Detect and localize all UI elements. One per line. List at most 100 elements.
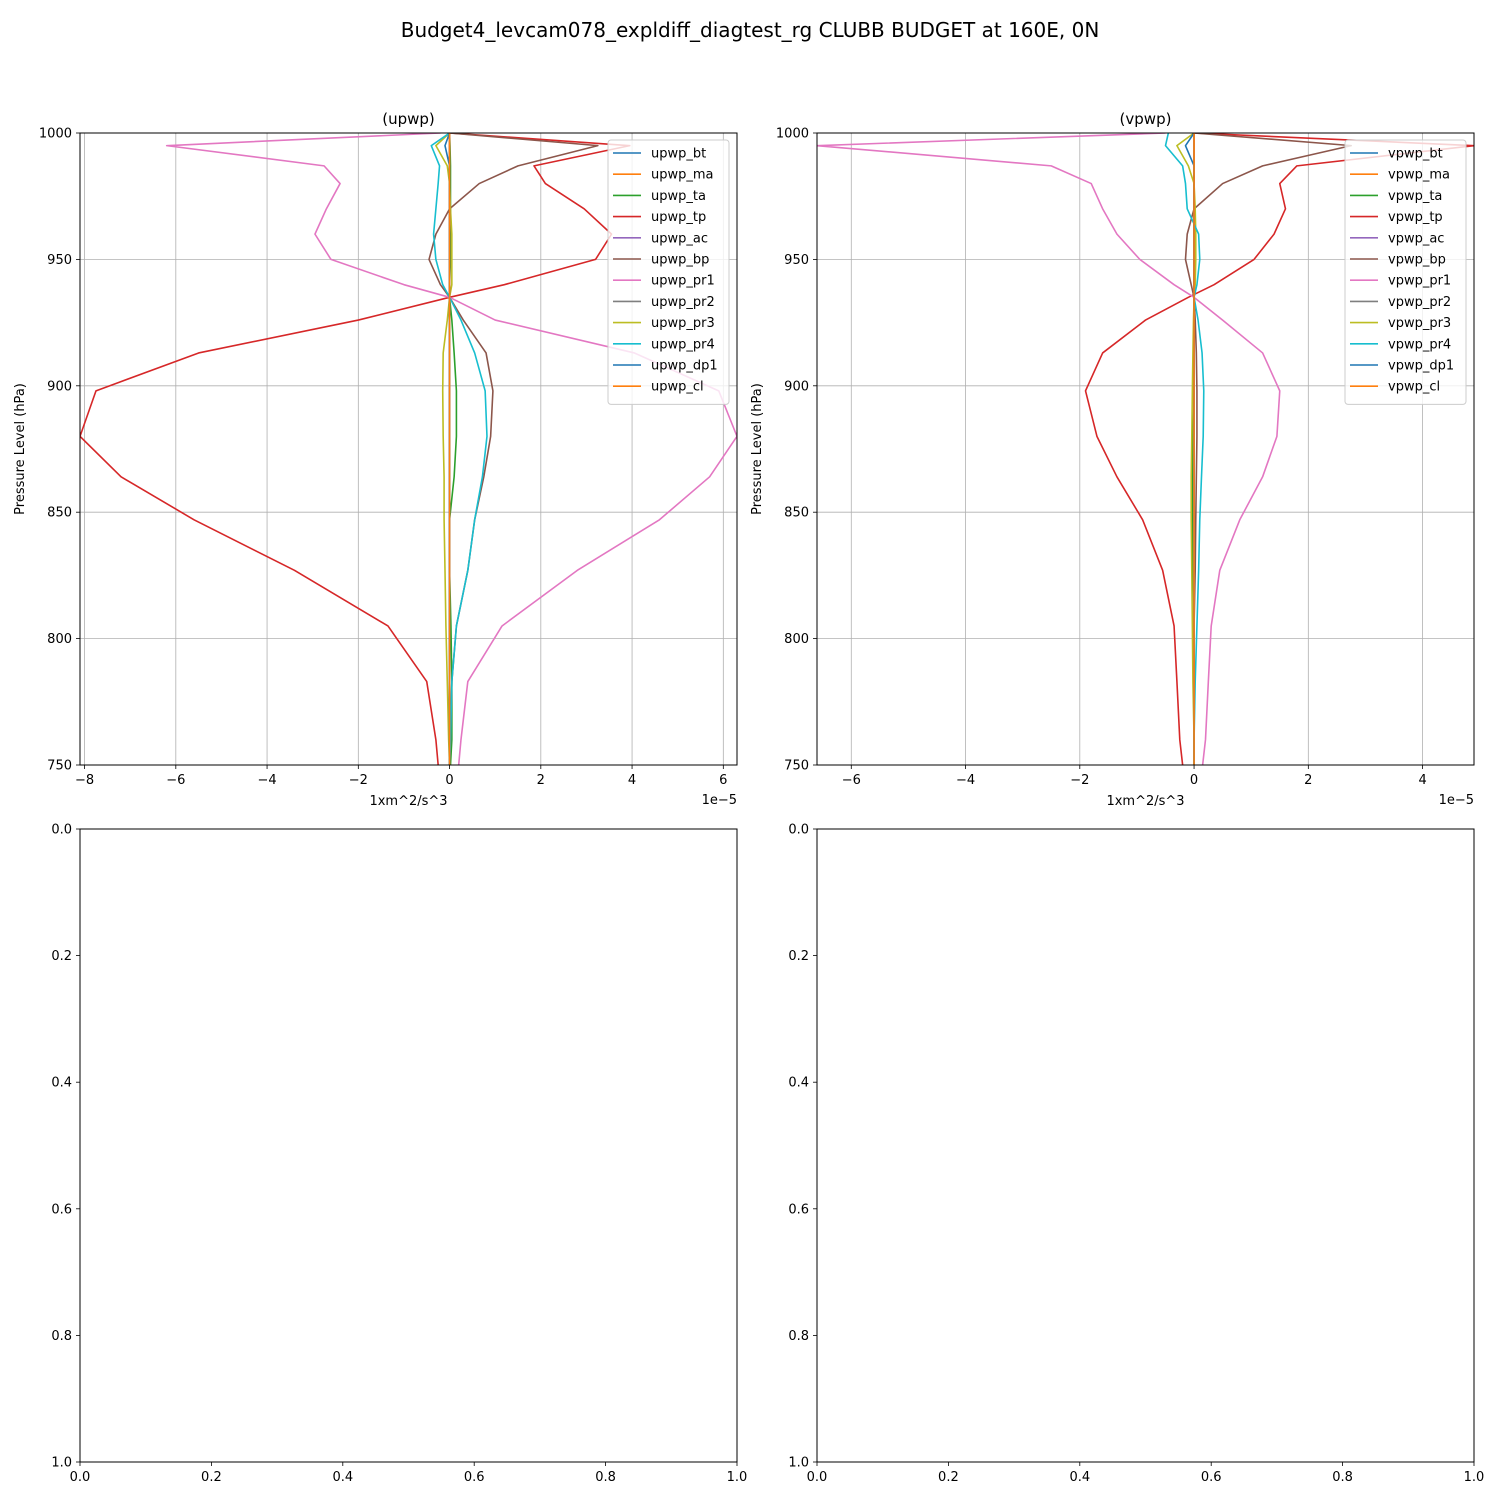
vpwp-xtick-label-1: −4 xyxy=(956,773,975,788)
figure-suptitle: Budget4_levcam078_expldiff_diagtest_rg C… xyxy=(401,18,1100,42)
upwp-frame xyxy=(79,132,738,766)
vpwp-frame xyxy=(816,132,1475,766)
upwp-panel: −8 −6 −4 −2 0 2 4 6 750 800 850 900 950 1000 (upwp) 1xm… xyxy=(13,110,738,809)
vpwp-offset-text: 1e−5 xyxy=(1439,793,1474,808)
empty-bl-frame xyxy=(79,828,738,1463)
legend-label-vpwp_bt: vpwp_bt xyxy=(1388,147,1443,162)
empty-br-ytick-label-5: 1.0 xyxy=(788,1456,809,1471)
upwp-xtick-label-0: −8 xyxy=(75,773,94,788)
legend-label-upwp_tp: upwp_tp xyxy=(651,210,706,225)
legend-label-vpwp_ta: vpwp_ta xyxy=(1388,189,1442,204)
empty-br-xtick-label-3: 0.6 xyxy=(1201,1470,1222,1485)
upwp-xtick-label-4: 0 xyxy=(445,773,453,788)
vpwp-ytick-label-2: 850 xyxy=(784,506,809,521)
empty-bl-xtick-label-4: 0.8 xyxy=(595,1470,616,1485)
vpwp-xtick-label-0: −6 xyxy=(842,773,861,788)
legend-label-upwp_ta: upwp_ta xyxy=(651,189,706,204)
series-line-upwp_pr1 xyxy=(165,133,737,765)
upwp-xtick-label-2: −4 xyxy=(257,773,276,788)
vpwp-panel: −6 −4 −2 0 2 4 750 800 850 900 950 1000 (vpwp) 1xm^2/… xyxy=(750,110,1475,809)
empty-bl-ytick-label-5: 1.0 xyxy=(51,1456,72,1471)
empty-br-xtick-label-2: 0.4 xyxy=(1069,1470,1090,1485)
series-line-vpwp_tp xyxy=(1084,133,1474,765)
legend-label-vpwp_cl: vpwp_cl xyxy=(1388,380,1440,395)
empty-br-ytick-label-4: 0.8 xyxy=(788,1329,809,1344)
empty-br-frame xyxy=(816,828,1475,1463)
series-line-vpwp_pr1 xyxy=(817,133,1281,765)
empty-br-xtick-label-0: 0.0 xyxy=(807,1470,828,1485)
empty-panel-bottom-right: 0.0 0.2 0.4 0.6 0.8 1.00.00.20.40.60.81.0 xyxy=(788,823,1484,1486)
legend-label-upwp_ma: upwp_ma xyxy=(651,168,714,183)
vpwp-legend: vpwp_bt vpwp_ma vpwp_ta vpwp_tp vpwp_ac vpwp_… xyxy=(1344,139,1467,405)
vpwp-ytick-label-5: 1000 xyxy=(776,127,809,142)
vpwp-xtick-label-5: 4 xyxy=(1418,773,1426,788)
empty-br-ytick-label-1: 0.2 xyxy=(788,949,809,964)
vpwp-series-group xyxy=(817,133,1474,765)
empty-br-ytick-label-3: 0.6 xyxy=(788,1202,809,1217)
empty-bl-xtick-label-5: 1.0 xyxy=(727,1470,748,1485)
upwp-ytick-label-2: 850 xyxy=(47,506,72,521)
vpwp-ytick-label-4: 950 xyxy=(784,253,809,268)
empty-bl-ytick-label-2: 0.4 xyxy=(51,1076,72,1091)
empty-bl-xtick-label-2: 0.4 xyxy=(332,1470,353,1485)
upwp-xtick-label-1: −6 xyxy=(166,773,185,788)
legend-label-vpwp_dp1: vpwp_dp1 xyxy=(1388,359,1454,374)
vpwp-title: (vpwp) xyxy=(1120,110,1172,128)
upwp-ytick-label-4: 950 xyxy=(47,253,72,268)
upwp-title: (upwp) xyxy=(382,110,435,128)
empty-bl-plot-area xyxy=(80,829,737,1462)
vpwp-xtick-label-3: 0 xyxy=(1190,773,1198,788)
upwp-ytick-label-5: 1000 xyxy=(39,127,72,142)
vpwp-ylabel: Pressure Level (hPa) xyxy=(750,383,765,515)
empty-br-ytick-label-2: 0.4 xyxy=(788,1076,809,1091)
upwp-ylabel: Pressure Level (hPa) xyxy=(13,383,28,515)
vpwp-ytick-label-1: 800 xyxy=(784,632,809,647)
vpwp-xtick-label-2: −2 xyxy=(1070,773,1089,788)
legend-label-upwp_pr3: upwp_pr3 xyxy=(651,316,715,331)
legend-label-vpwp_pr4: vpwp_pr4 xyxy=(1388,337,1451,352)
vpwp-ytick-label-3: 900 xyxy=(784,379,809,394)
legend-label-upwp_bp: upwp_bp xyxy=(651,253,709,268)
empty-br-plot-area xyxy=(817,829,1474,1462)
legend-label-vpwp_pr2: vpwp_pr2 xyxy=(1388,295,1451,310)
legend-label-upwp_pr4: upwp_pr4 xyxy=(651,337,715,352)
legend-label-upwp_bt: upwp_bt xyxy=(651,147,706,162)
series-line-upwp_tp xyxy=(80,133,631,765)
upwp-ytick-label-0: 750 xyxy=(47,759,72,774)
legend-label-upwp_pr1: upwp_pr1 xyxy=(651,274,715,289)
empty-br-xtick-label-4: 0.8 xyxy=(1332,1470,1353,1485)
legend-label-upwp_cl: upwp_cl xyxy=(651,380,704,395)
upwp-offset-text: 1e−5 xyxy=(702,793,737,808)
empty-bl-xtick-label-3: 0.6 xyxy=(464,1470,485,1485)
legend-label-upwp_dp1: upwp_dp1 xyxy=(651,359,718,374)
legend-label-vpwp_ac: vpwp_ac xyxy=(1388,231,1444,246)
upwp-xtick-label-5: 2 xyxy=(537,773,545,788)
upwp-legend: upwp_bt upwp_ma upwp_ta upwp_tp upwp_ac upwp_… xyxy=(607,139,730,405)
empty-panel-bottom-left: 0.0 0.2 0.4 0.6 0.8 1.00.00.20.40.60.81.0 xyxy=(51,823,747,1486)
vpwp-ytick-label-0: 750 xyxy=(784,759,809,774)
empty-bl-xtick-label-1: 0.2 xyxy=(201,1470,222,1485)
upwp-series-group xyxy=(80,133,737,765)
empty-bl-xtick-label-0: 0.0 xyxy=(70,1470,91,1485)
upwp-xtick-label-7: 6 xyxy=(719,773,727,788)
upwp-xlabel: 1xm^2/s^3 xyxy=(369,794,447,809)
legend-label-vpwp_pr1: vpwp_pr1 xyxy=(1388,274,1451,289)
empty-bl-ytick-label-3: 0.6 xyxy=(51,1202,72,1217)
upwp-legend-box xyxy=(607,139,730,405)
empty-bl-ytick-label-0: 0.0 xyxy=(51,823,72,838)
legend-label-vpwp_bp: vpwp_bp xyxy=(1388,253,1446,268)
series-line-upwp_pr4 xyxy=(430,133,488,765)
empty-bl-ytick-label-1: 0.2 xyxy=(51,949,72,964)
upwp-ytick-label-3: 900 xyxy=(47,379,72,394)
series-line-vpwp_pr4 xyxy=(1164,133,1205,765)
vpwp-xtick-label-4: 2 xyxy=(1304,773,1312,788)
legend-label-upwp_ac: upwp_ac xyxy=(651,231,708,246)
legend-label-vpwp_tp: vpwp_tp xyxy=(1388,210,1443,225)
legend-label-upwp_pr2: upwp_pr2 xyxy=(651,295,715,310)
legend-label-vpwp_pr3: vpwp_pr3 xyxy=(1388,316,1451,331)
empty-bl-ytick-label-4: 0.8 xyxy=(51,1329,72,1344)
upwp-ytick-label-1: 800 xyxy=(47,632,72,647)
legend-label-vpwp_ma: vpwp_ma xyxy=(1388,168,1450,183)
empty-br-ytick-label-0: 0.0 xyxy=(788,823,809,838)
